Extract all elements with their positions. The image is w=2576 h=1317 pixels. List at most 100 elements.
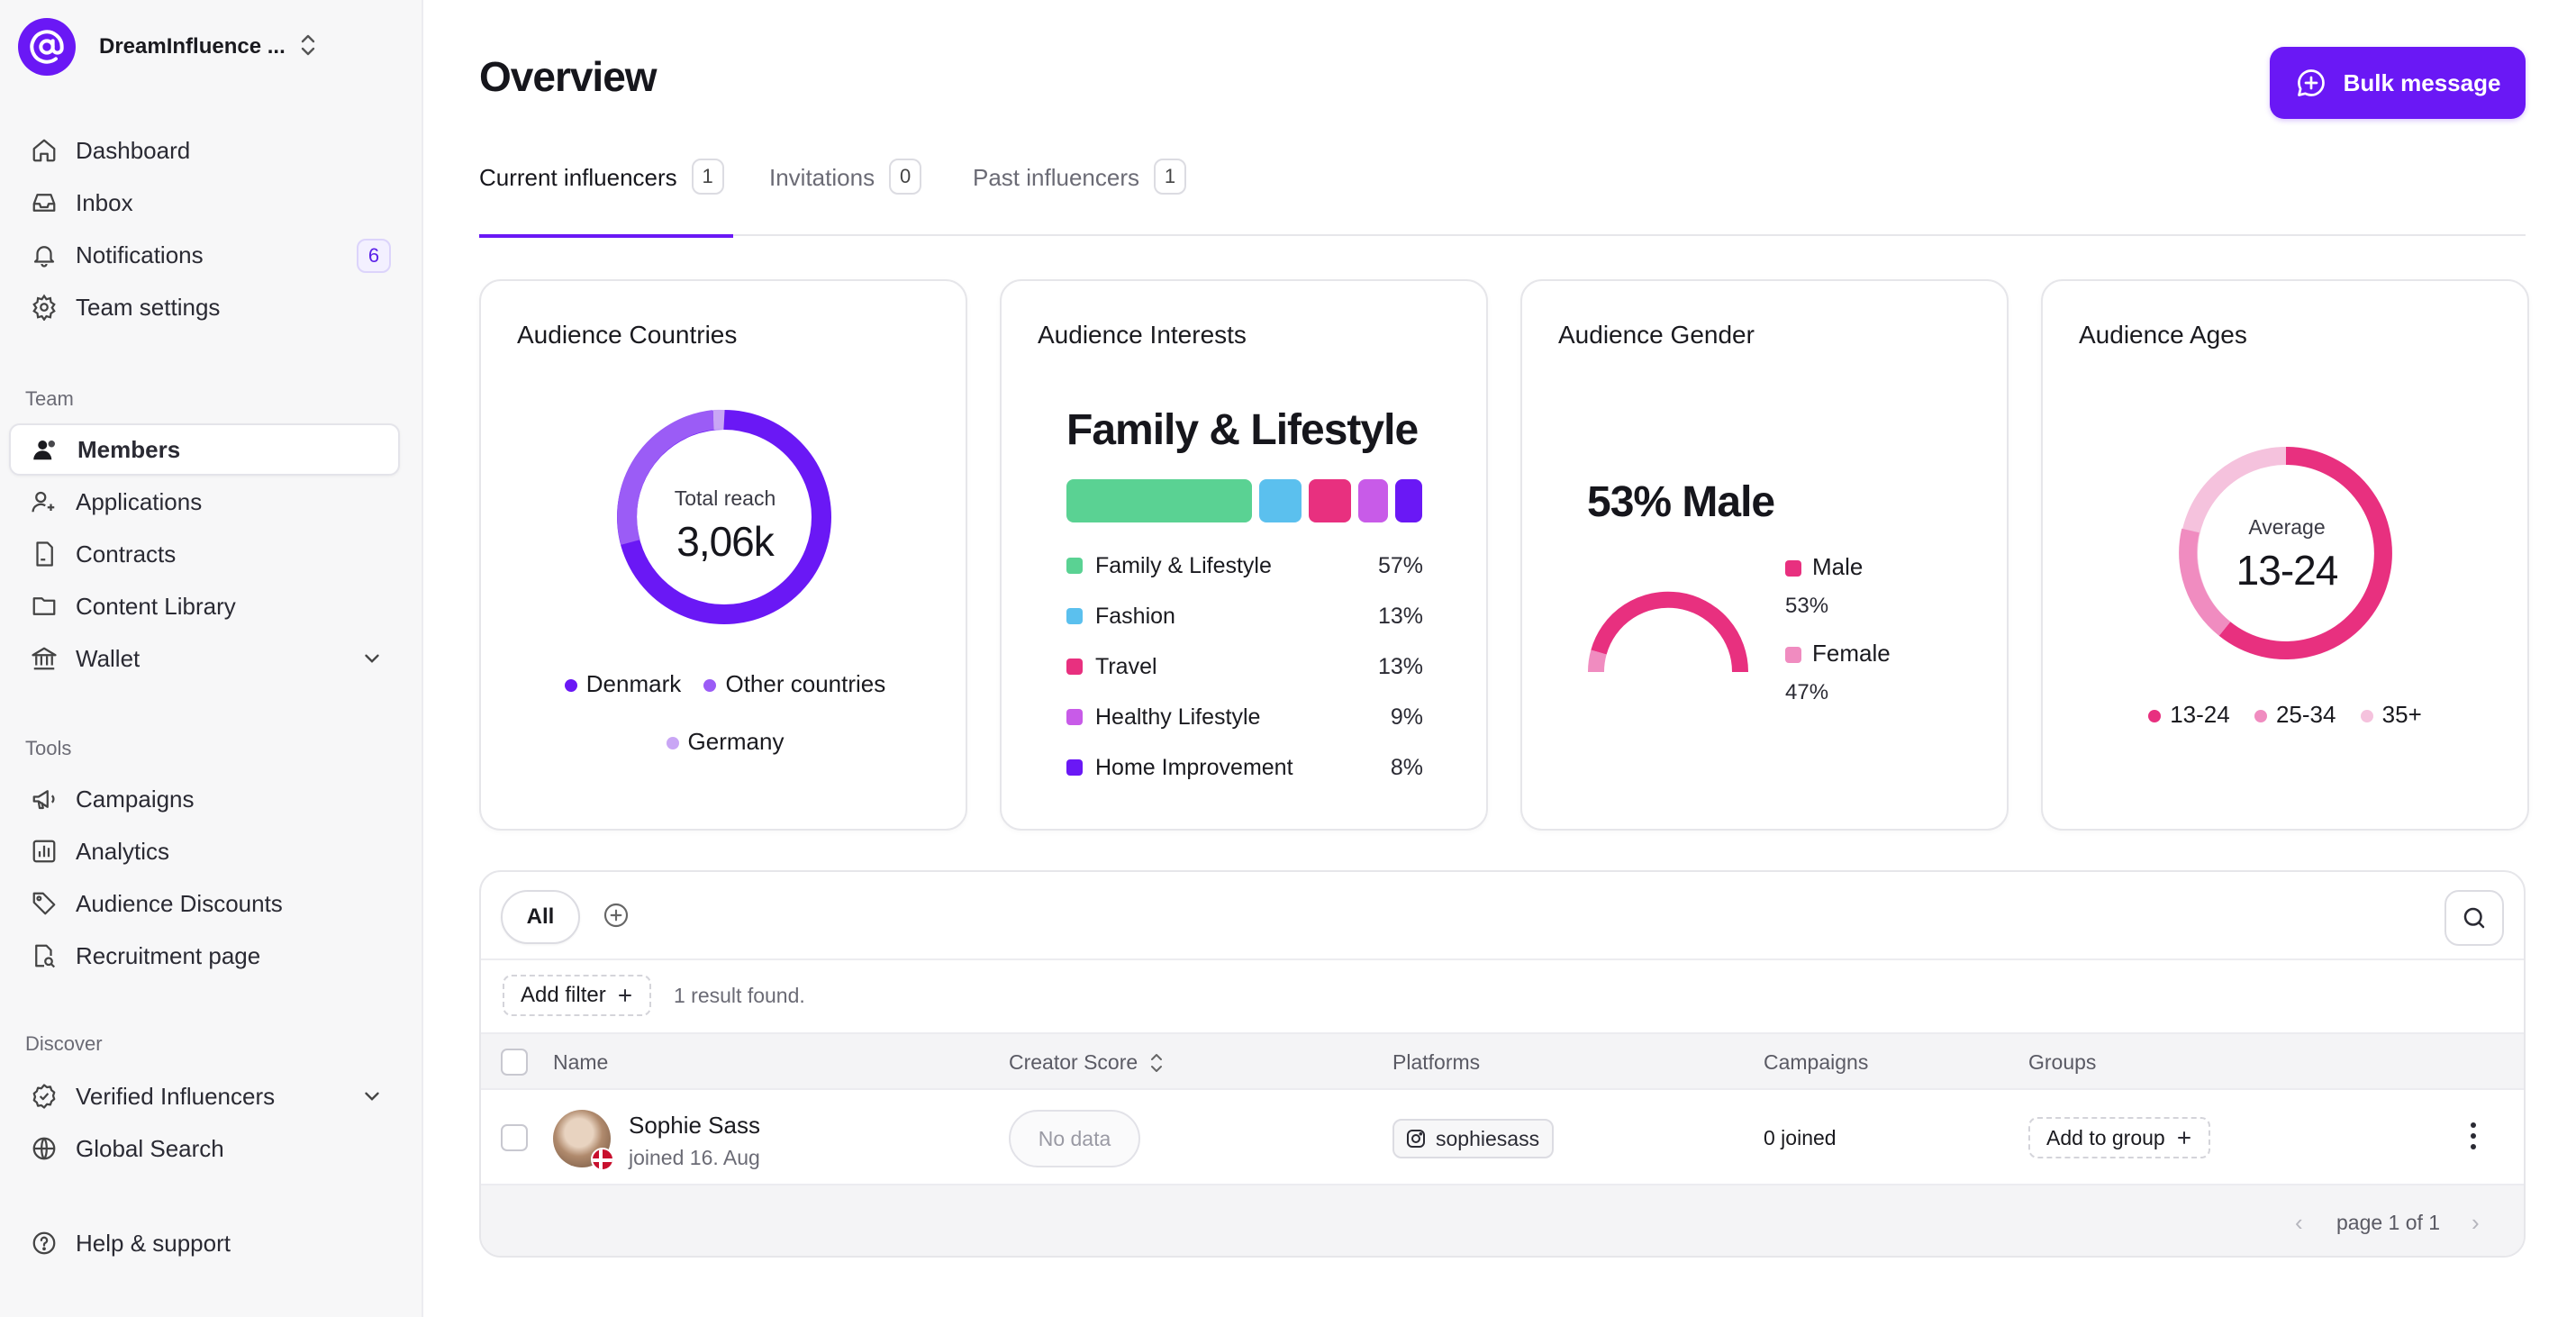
nav-team-settings[interactable]: Team settings [9,281,400,333]
nav-members[interactable]: Members [9,423,400,476]
nav-global-search[interactable]: Global Search [9,1122,400,1175]
section-label-team: Team [25,387,74,410]
nav-label: Inbox [76,188,133,216]
bar-chart-icon [29,836,59,867]
legend-label: 25-34 [2275,701,2336,728]
main-nav: Dashboard Inbox Notifications 6 Team set… [9,124,400,333]
column-header-creator-score[interactable]: Creator Score [1009,1050,1165,1075]
verified-icon [29,1081,59,1112]
page-title: Overview [479,53,658,100]
tab-current-influencers[interactable]: Current influencers 1 [479,153,733,238]
nav-applications[interactable]: Applications [9,476,400,528]
tag-icon [29,888,59,919]
filter-chip-all[interactable]: All [501,890,580,944]
at-sign-logo [18,18,76,76]
workspace-switcher[interactable]: DreamInfluence ... [18,18,318,76]
nav-label: Campaigns [76,785,195,813]
influencer-name[interactable]: Sophie Sass [629,1112,760,1139]
nav-label: Dashboard [76,136,191,164]
chevron-left-icon[interactable]: ‹ [2295,1209,2303,1236]
legend-swatch [1785,647,1801,664]
donut-center-label: Average [2248,515,2326,539]
legend-label: 13-24 [2170,701,2230,728]
add-filter-button[interactable]: Add filter [503,975,651,1016]
nav-help-support[interactable]: Help & support [9,1217,400,1269]
table-row[interactable]: Sophie Sass joined 16. Aug No data sophi… [481,1090,2524,1185]
ages-legend: 13-24 25-34 35+ [2043,701,2527,729]
legend-item-female: Female 47% [1785,640,1891,705]
donut-center-value: 13-24 [2236,547,2339,594]
interest-label: Fashion [1095,603,1175,629]
gender-gauge-chart [1587,591,1749,673]
interest-row: Family & Lifestyle 57% [1066,540,1423,591]
platform-handle: sophiesass [1436,1126,1540,1150]
top-interest-headline: Family & Lifestyle [1066,406,1419,454]
section-label-tools: Tools [25,737,72,759]
nav-inbox[interactable]: Inbox [9,177,400,229]
legend-dot [2148,710,2162,723]
bulk-message-button[interactable]: Bulk message [2270,47,2526,119]
add-filter-label: Add filter [521,983,606,1007]
nav-label: Contracts [76,540,177,568]
nav-content-library[interactable]: Content Library [9,580,400,632]
chat-plus-icon [2295,67,2327,99]
discover-nav: Verified Influencers Global Search [9,1070,400,1175]
chevron-down-icon[interactable] [360,1085,384,1114]
chevron-right-icon[interactable]: › [2472,1209,2480,1236]
interest-label: Travel [1095,653,1157,679]
column-header-name[interactable]: Name [553,1050,609,1074]
interest-pct: 13% [1377,653,1423,679]
bell-icon [29,240,59,270]
tab-label: Current influencers [479,164,677,191]
legend-dot [666,737,679,750]
nav-notifications[interactable]: Notifications 6 [9,229,400,281]
nav-label: Global Search [76,1134,224,1162]
column-label: Creator Score [1009,1050,1138,1074]
nav-campaigns[interactable]: Campaigns [9,773,400,825]
gear-icon [29,292,59,322]
platform-chip[interactable]: sophiesass [1392,1119,1555,1158]
ages-donut-chart [2179,447,2392,659]
donut-segment-25-34 [2179,528,2231,636]
nav-analytics[interactable]: Analytics [9,825,400,877]
nav-wallet[interactable]: Wallet [9,632,400,685]
select-all-checkbox[interactable] [501,1049,528,1076]
nav-label: Applications [76,487,203,515]
bar-segment-fashion [1259,479,1302,522]
nav-contracts[interactable]: Contracts [9,528,400,580]
sidebar: DreamInfluence ... Dashboard Inbox Notif… [0,0,423,1317]
search-button[interactable] [2444,890,2504,946]
nav-recruitment-page[interactable]: Recruitment page [9,930,400,982]
result-count: 1 result found. [674,984,805,1007]
legend-label: Germany [687,728,785,755]
tab-invitations[interactable]: Invitations 0 [769,153,922,236]
interest-stacked-bar [1066,479,1422,522]
bulk-message-label: Bulk message [2343,68,2501,96]
legend-swatch [1066,558,1083,574]
bar-segment-healthy-lifestyle [1358,479,1388,522]
tab-past-influencers[interactable]: Past influencers 1 [973,153,1186,236]
legend-dot [2360,710,2373,723]
add-to-group-button[interactable]: Add to group [2028,1117,2210,1158]
more-options-icon[interactable] [2468,1122,2479,1149]
interest-label: Family & Lifestyle [1095,552,1272,578]
workspace-name: DreamInfluence ... [99,34,286,59]
add-group-circle-icon[interactable] [602,901,630,934]
nav-dashboard[interactable]: Dashboard [9,124,400,177]
chevron-down-icon[interactable] [360,647,384,677]
donut-segment-13-24 [2218,447,2392,659]
globe-icon [29,1133,59,1164]
nav-label: Members [77,435,181,463]
nav-audience-discounts[interactable]: Audience Discounts [9,877,400,930]
sort-icon [1148,1051,1165,1075]
row-checkbox[interactable] [501,1124,528,1151]
nav-verified-influencers[interactable]: Verified Influencers [9,1070,400,1122]
add-to-group-label: Add to group [2046,1125,2165,1149]
document-icon [29,539,59,569]
megaphone-icon [29,784,59,814]
legend-item-25-34: 25-34 [2254,701,2336,728]
legend-label: 35+ [2381,701,2422,728]
countries-legend-row2: Germany [481,728,969,756]
group-filter-bar: All [481,872,2524,960]
legend-pct: 47% [1785,680,1829,704]
